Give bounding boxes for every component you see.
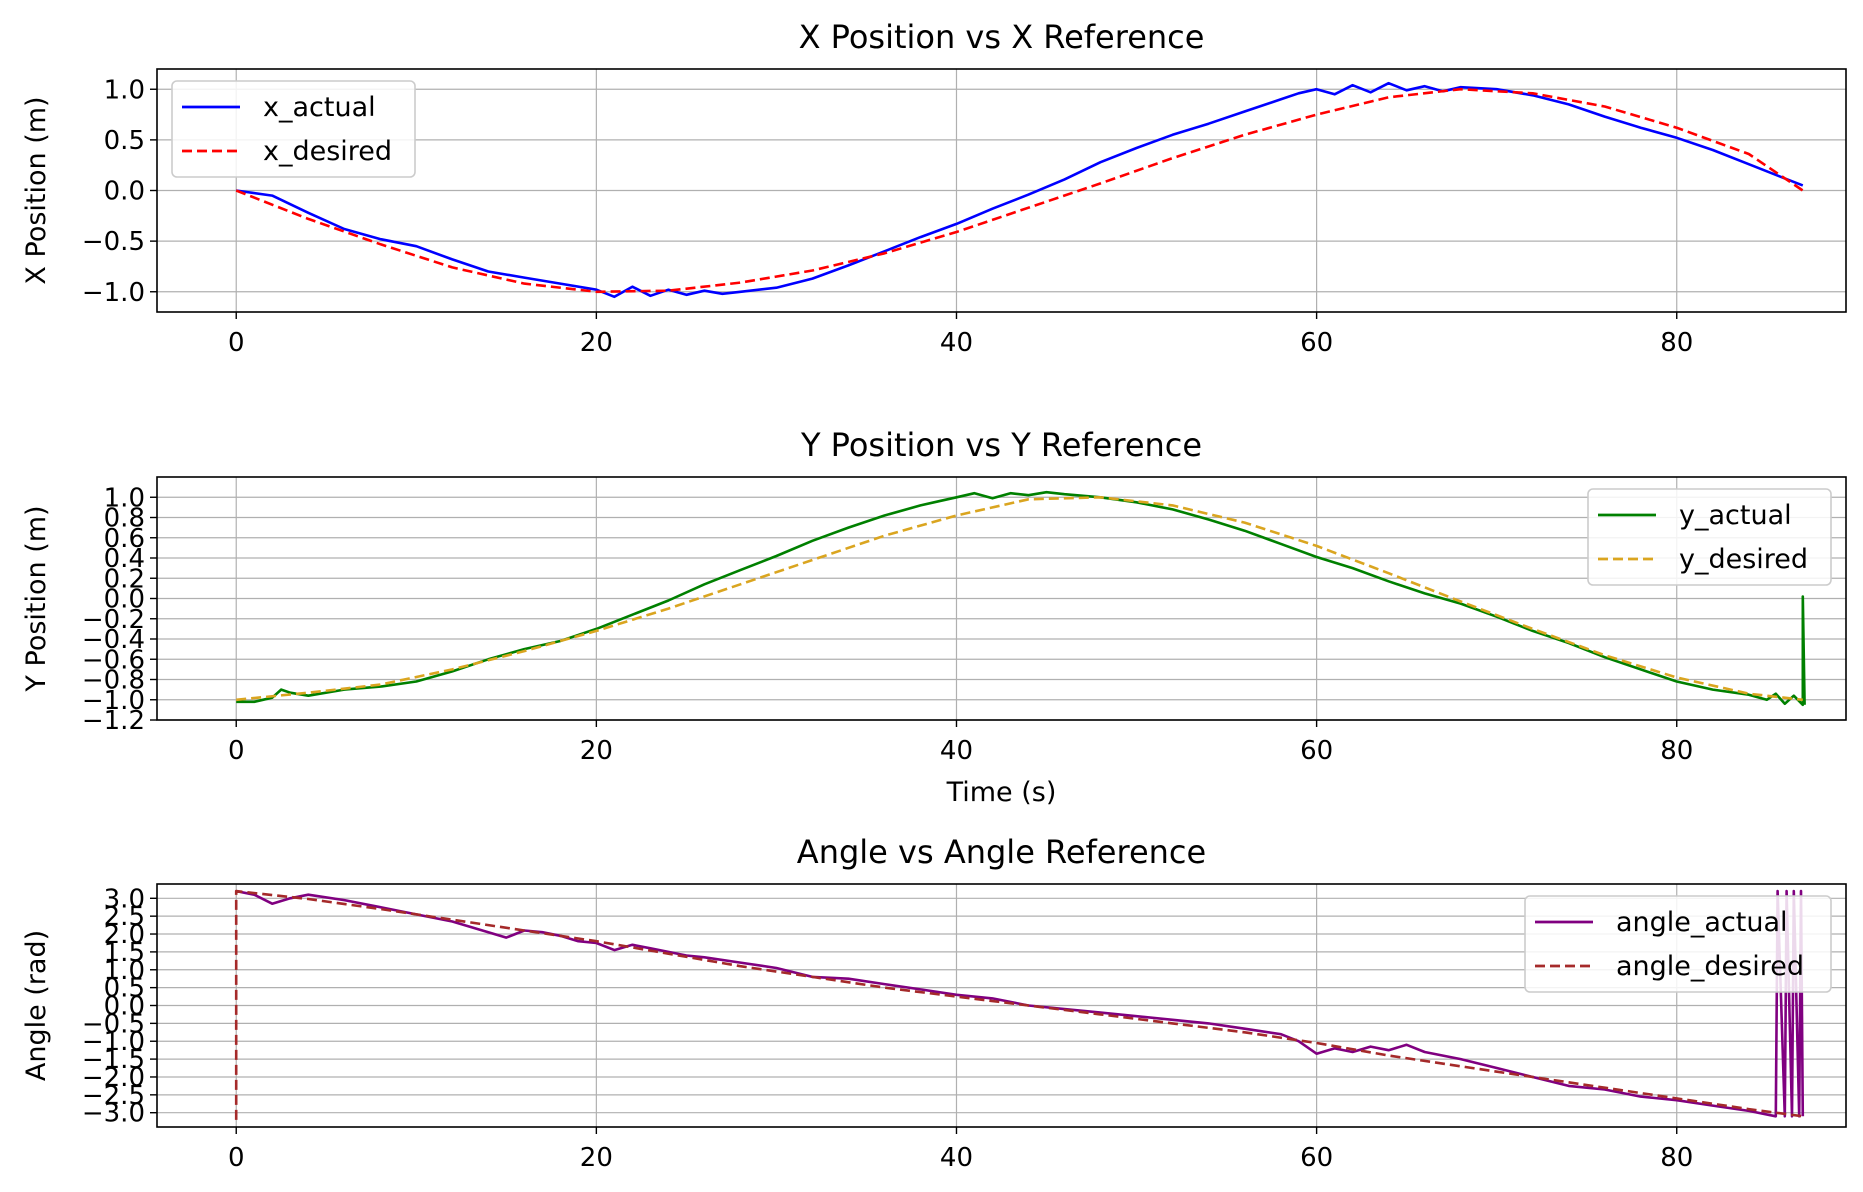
legend-label-x_desired: x_desired xyxy=(263,136,392,167)
series-line-angle_desired xyxy=(234,889,1803,1120)
y-tick-label: 0.4 xyxy=(104,544,145,574)
x-tick-label: 60 xyxy=(1300,328,1333,358)
x-tick-label: 80 xyxy=(1660,1143,1693,1173)
series-line-angle_actual xyxy=(235,889,1805,1118)
x-tick-label: 60 xyxy=(1300,736,1333,766)
x-tick-label: 20 xyxy=(580,1143,613,1173)
legend: y_actual y_desired xyxy=(1587,488,1832,586)
y-tick-label: 0.0 xyxy=(104,585,145,615)
legend-label-angle_actual: angle_actual xyxy=(1616,907,1788,938)
legend-box xyxy=(1587,488,1832,586)
legend-box xyxy=(171,80,416,178)
x-tick-label: 20 xyxy=(580,736,613,766)
y-tick-label: −1.2 xyxy=(82,706,145,736)
chart-panel-1: 0 20 40 60 80 1.0 0.5 0.0 −0.5 −1.0 X Position vs … xyxy=(21,18,1847,358)
y-tick-label: −0.4 xyxy=(82,625,145,655)
legend-box xyxy=(1524,895,1832,993)
y-tick-label: 2.5 xyxy=(104,902,145,932)
series-line-x_desired xyxy=(235,87,1804,294)
x-tick-label: 0 xyxy=(228,328,245,358)
y-tick-label: −1.0 xyxy=(82,686,145,716)
y-tick-label: −0.5 xyxy=(82,1009,145,1039)
y-tick-label: −2.0 xyxy=(82,1063,145,1093)
chart-panel-2: 0 20 40 60 801.00.80.60.40.20.0−0.2−0.4−0.6−… xyxy=(21,426,1847,808)
chart-title: Angle vs Angle Reference xyxy=(797,833,1206,871)
y-tick-label: −1.0 xyxy=(82,278,145,308)
y-tick-label: 3.0 xyxy=(104,884,145,914)
y-tick-label: 0.6 xyxy=(104,524,145,554)
x-tick-label: 0 xyxy=(228,1143,245,1173)
chart-title: Y Position vs Y Reference xyxy=(800,426,1202,464)
legend-label-y_desired: y_desired xyxy=(1679,544,1808,575)
legend: angle_actual angle_desired xyxy=(1524,895,1832,993)
y-tick-label: −1.0 xyxy=(82,1027,145,1057)
legend-label-y_actual: y_actual xyxy=(1679,500,1792,531)
legend: x_actual x_desired xyxy=(171,80,416,178)
y-tick-label: −0.6 xyxy=(82,645,145,675)
x-tick-label: 80 xyxy=(1660,736,1693,766)
chart-title: X Position vs X Reference xyxy=(799,18,1205,56)
legend-label-x_actual: x_actual xyxy=(263,92,376,123)
x-tick-label: 80 xyxy=(1660,328,1693,358)
y-tick-label: −0.2 xyxy=(82,605,145,635)
y-tick-label: 1.0 xyxy=(104,483,145,513)
y-tick-label: 0.5 xyxy=(104,126,145,156)
y-tick-label: 0.0 xyxy=(104,992,145,1022)
y-tick-label: −1.5 xyxy=(82,1045,145,1075)
series-line-y_desired xyxy=(236,495,1803,702)
x-tick-label: 40 xyxy=(940,328,973,358)
y-tick-label: 1.0 xyxy=(104,75,145,105)
x-tick-label: 40 xyxy=(940,1143,973,1173)
y-tick-label: 0.8 xyxy=(104,504,145,534)
x-tick-label: 20 xyxy=(580,328,613,358)
y-tick-label: −3.0 xyxy=(82,1099,145,1129)
y-tick-label: 1.5 xyxy=(104,938,145,968)
y-axis-label: X Position (m) xyxy=(21,96,52,284)
y-tick-label: 1.0 xyxy=(104,956,145,986)
y-tick-label: 0.0 xyxy=(104,177,145,207)
y-tick-label: 0.2 xyxy=(104,564,145,594)
x-tick-label: 40 xyxy=(940,736,973,766)
y-tick-label: −0.8 xyxy=(82,666,145,696)
x-tick-label: 60 xyxy=(1300,1143,1333,1173)
y-tick-label: −2.5 xyxy=(82,1081,145,1111)
y-axis-label: Angle (rad) xyxy=(21,930,52,1081)
legend-label-angle_desired: angle_desired xyxy=(1616,951,1804,982)
y-tick-label: 2.0 xyxy=(104,920,145,950)
chart-panel-3: 0 20 40 60 80 3.02.52.01.51.00.50.0−0.5−1.0−1… xyxy=(21,833,1847,1173)
series-line-x_actual xyxy=(236,81,1804,299)
y-axis-label: Y Position (m) xyxy=(21,505,52,692)
y-tick-label: 0.5 xyxy=(104,974,145,1004)
x-tick-label: 0 xyxy=(228,736,245,766)
x-axis-label: Time (s) xyxy=(946,777,1057,808)
y-tick-label: −0.5 xyxy=(82,227,145,257)
